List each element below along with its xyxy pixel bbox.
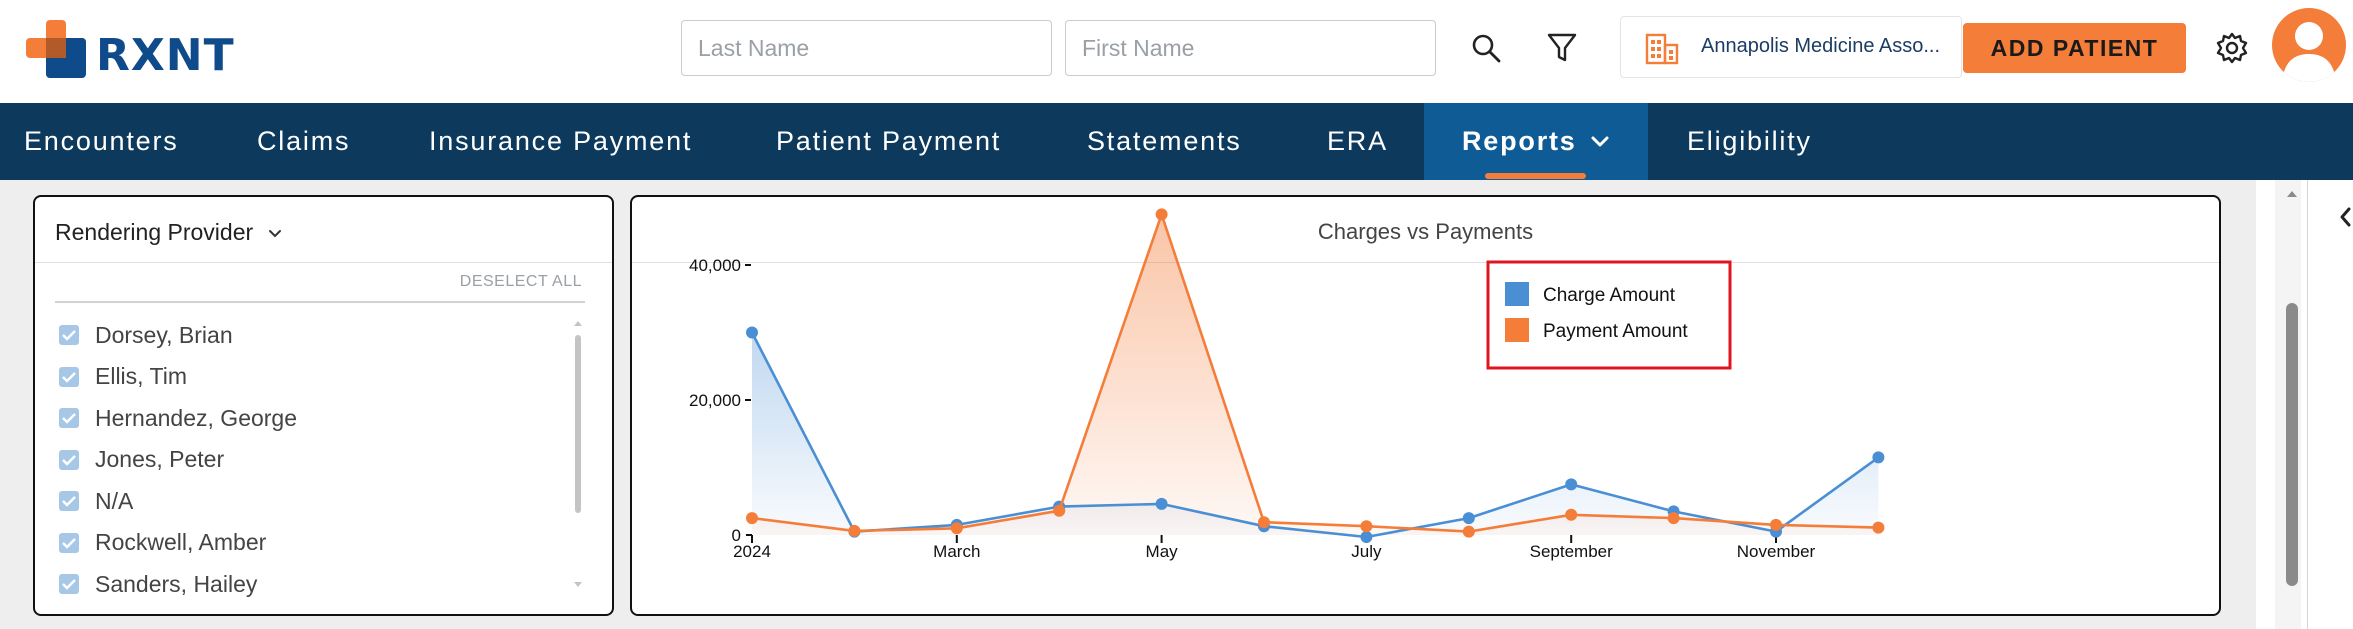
- legend-label: Charge Amount: [1543, 285, 1676, 306]
- provider-label: Hernandez, George: [95, 404, 298, 431]
- provider-item[interactable]: Jones, Peter: [59, 442, 224, 478]
- page-scrollbar-thumb[interactable]: [2286, 303, 2298, 586]
- user-avatar-icon[interactable]: [2272, 8, 2346, 82]
- charges-vs-payments-panel: Charges vs Payments 0 20,000 40,000 2024 Mar…: [630, 195, 2221, 616]
- checkbox-checked-icon[interactable]: [59, 532, 79, 553]
- chart-legend: [1486, 260, 1732, 370]
- legend-swatch: [1505, 318, 1529, 342]
- series-line: [751, 213, 1879, 533]
- checkbox-checked-icon[interactable]: [59, 408, 79, 428]
- checkbox-checked-icon[interactable]: [59, 574, 79, 594]
- legend-swatch: [1505, 282, 1529, 306]
- nav-era[interactable]: ERA: [1327, 126, 1388, 156]
- data-point: [1462, 525, 1475, 538]
- practice-name: Annapolis Medicine Asso...: [1701, 35, 1941, 57]
- y-tick-label: 20,000: [689, 391, 741, 410]
- app-header: RXNT Annapolis Medicine Asso... ADD PATI…: [0, 0, 2353, 103]
- divider: [35, 262, 612, 263]
- practice-selector[interactable]: Annapolis Medicine Asso...: [1620, 16, 1962, 78]
- x-tick-label: September: [1530, 542, 1613, 561]
- data-point: [1155, 208, 1168, 221]
- data-point: [1667, 512, 1680, 525]
- rendering-provider-dropdown[interactable]: Rendering Provider: [55, 219, 282, 246]
- add-patient-button[interactable]: ADD PATIENT: [1963, 23, 2186, 73]
- chevron-down-icon: [1591, 136, 1609, 147]
- y-tick-label: 40,000: [689, 256, 741, 275]
- charges-payments-chart: 0 20,000 40,000 2024 March May July September No…: [689, 208, 1885, 561]
- checkbox-checked-icon[interactable]: [59, 491, 79, 511]
- data-point: [1565, 508, 1578, 521]
- checkbox-checked-icon[interactable]: [59, 325, 79, 345]
- data-point: [1565, 478, 1578, 491]
- provider-label: Dorsey, Brian: [95, 321, 233, 348]
- divider: [2307, 180, 2308, 629]
- provider-item[interactable]: Hernandez, George: [59, 400, 297, 436]
- provider-item[interactable]: Dorsey, Brian: [59, 317, 233, 353]
- nav-reports-label: Reports: [1462, 126, 1577, 156]
- logo-cross-icon: [26, 20, 86, 78]
- rendering-provider-title: Rendering Provider: [55, 219, 254, 245]
- data-point: [746, 326, 758, 339]
- data-point: [1258, 516, 1270, 529]
- rxnt-logo[interactable]: RXNT: [26, 20, 256, 81]
- nav-claims[interactable]: Claims: [257, 126, 351, 156]
- chevron-left-icon[interactable]: [2338, 206, 2352, 228]
- provider-item[interactable]: N/A: [59, 483, 133, 519]
- provider-item[interactable]: Rockwell, Amber: [59, 525, 266, 561]
- deselect-all-button[interactable]: DESELECT ALL: [459, 273, 582, 290]
- scroll-down-arrow-icon[interactable]: [573, 581, 583, 589]
- provider-label: Jones, Peter: [95, 446, 225, 472]
- chevron-down-icon: [268, 229, 281, 238]
- active-tab-indicator: [1485, 173, 1586, 179]
- rendering-provider-panel: Rendering Provider DESELECT ALL Dorsey, …: [33, 195, 614, 616]
- building-icon: [1645, 33, 1679, 65]
- filter-icon[interactable]: [1538, 24, 1586, 72]
- series-line: [750, 331, 1880, 539]
- provider-label: N/A: [95, 487, 134, 514]
- data-point: [1872, 521, 1885, 534]
- data-point: [950, 522, 963, 535]
- data-point: [848, 524, 861, 537]
- scroll-up-arrow-icon[interactable]: [573, 319, 583, 327]
- nav-patient-payment[interactable]: Patient Payment: [776, 126, 1002, 156]
- nav-reports[interactable]: Reports: [1424, 103, 1648, 180]
- checkbox-checked-icon[interactable]: [59, 449, 79, 470]
- provider-label: Sanders, Hailey: [95, 570, 258, 597]
- data-point: [1053, 504, 1066, 517]
- data-point: [746, 512, 758, 525]
- search-icon[interactable]: [1462, 24, 1510, 72]
- nav-insurance-payment[interactable]: Insurance Payment: [429, 126, 693, 156]
- provider-item[interactable]: Sanders, Hailey: [59, 566, 257, 602]
- x-tick-label: July: [1351, 542, 1382, 561]
- x-tick-label: 2024: [733, 542, 771, 561]
- data-point: [1155, 497, 1168, 510]
- x-tick-label: May: [1146, 542, 1179, 561]
- main-nav: Encounters Claims Insurance Payment Pati…: [0, 103, 2353, 180]
- data-point: [1770, 518, 1782, 531]
- first-name-input[interactable]: [1065, 20, 1436, 76]
- data-point: [1360, 520, 1373, 533]
- x-tick-label: March: [933, 542, 980, 561]
- nav-encounters[interactable]: Encounters: [24, 126, 179, 156]
- legend-label: Payment Amount: [1543, 321, 1688, 342]
- y-tick-label: 0: [732, 526, 741, 545]
- list-scrollbar[interactable]: [575, 335, 581, 513]
- last-name-input[interactable]: [681, 20, 1052, 76]
- data-point: [1462, 512, 1475, 525]
- data-point: [1360, 531, 1373, 543]
- nav-eligibility[interactable]: Eligibility: [1687, 126, 1812, 156]
- scroll-up-arrow-icon[interactable]: [2285, 188, 2299, 198]
- provider-item[interactable]: Ellis, Tim: [59, 359, 187, 395]
- brand-name: RXNT: [96, 30, 235, 81]
- nav-statements[interactable]: Statements: [1087, 126, 1242, 156]
- chart-title: Charges vs Payments: [1317, 219, 1534, 244]
- provider-label: Ellis, Tim: [95, 363, 187, 389]
- checkbox-checked-icon[interactable]: [59, 366, 79, 387]
- divider: [55, 301, 585, 303]
- x-tick-label: November: [1737, 542, 1816, 561]
- divider: [632, 262, 2219, 263]
- data-point: [1872, 451, 1885, 464]
- gear-icon[interactable]: [2208, 24, 2256, 72]
- provider-label: Rockwell, Amber: [95, 529, 267, 555]
